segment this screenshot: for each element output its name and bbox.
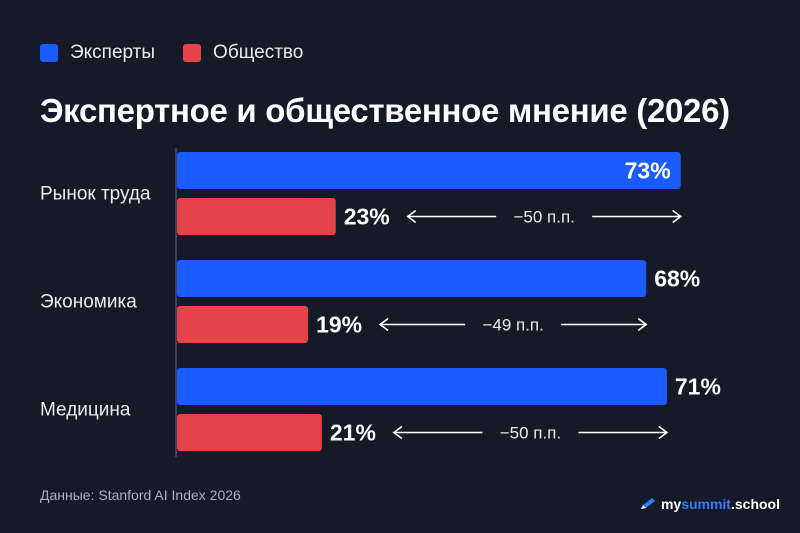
- legend-item-experts: Эксперты: [40, 42, 155, 64]
- difference-label: −50 п.п.: [513, 208, 574, 227]
- brand-part-school: .school: [730, 496, 780, 512]
- source-note: Данные: Stanford AI Index 2026: [40, 487, 241, 503]
- chart-legend: Эксперты Общество: [40, 42, 331, 64]
- category-label: Медицина: [40, 400, 131, 421]
- bar-experts: [177, 368, 667, 405]
- legend-label-experts: Эксперты: [70, 42, 156, 63]
- difference-label: −50 п.п.: [500, 424, 561, 443]
- pencil-icon: [640, 498, 655, 509]
- data-label: 19%: [316, 312, 362, 338]
- bar-society: [177, 198, 336, 235]
- legend-label-society: Общество: [213, 42, 304, 63]
- arrowhead-left: [392, 425, 403, 440]
- data-label: 68%: [654, 266, 700, 292]
- difference-label: −49 п.п.: [482, 316, 543, 335]
- arrowhead-right: [658, 425, 669, 440]
- brand-part-my: my: [660, 496, 682, 512]
- brand-logo: my summit .school: [639, 496, 780, 512]
- data-label: 21%: [330, 420, 376, 446]
- arrowhead-left: [406, 209, 417, 224]
- data-label: 71%: [675, 374, 721, 400]
- brand-part-summit: summit: [681, 496, 731, 512]
- chart-title: Экспертное и общественное мнение (2026): [40, 92, 730, 129]
- arrowhead-right: [637, 317, 648, 332]
- bar-society: [177, 414, 322, 451]
- data-label: 73%: [625, 158, 671, 184]
- bar-experts: [177, 260, 647, 297]
- arrowhead-right: [672, 209, 683, 224]
- category-label: Экономика: [40, 292, 137, 313]
- data-label: 23%: [344, 204, 390, 230]
- legend-swatch-society: [183, 44, 202, 62]
- bar-society: [177, 306, 309, 343]
- bar-experts: [177, 152, 681, 189]
- legend-item-society: Общество: [183, 42, 303, 64]
- category-label: Рынок труда: [40, 184, 151, 205]
- legend-swatch-experts: [40, 44, 58, 62]
- arrowhead-left: [378, 317, 389, 332]
